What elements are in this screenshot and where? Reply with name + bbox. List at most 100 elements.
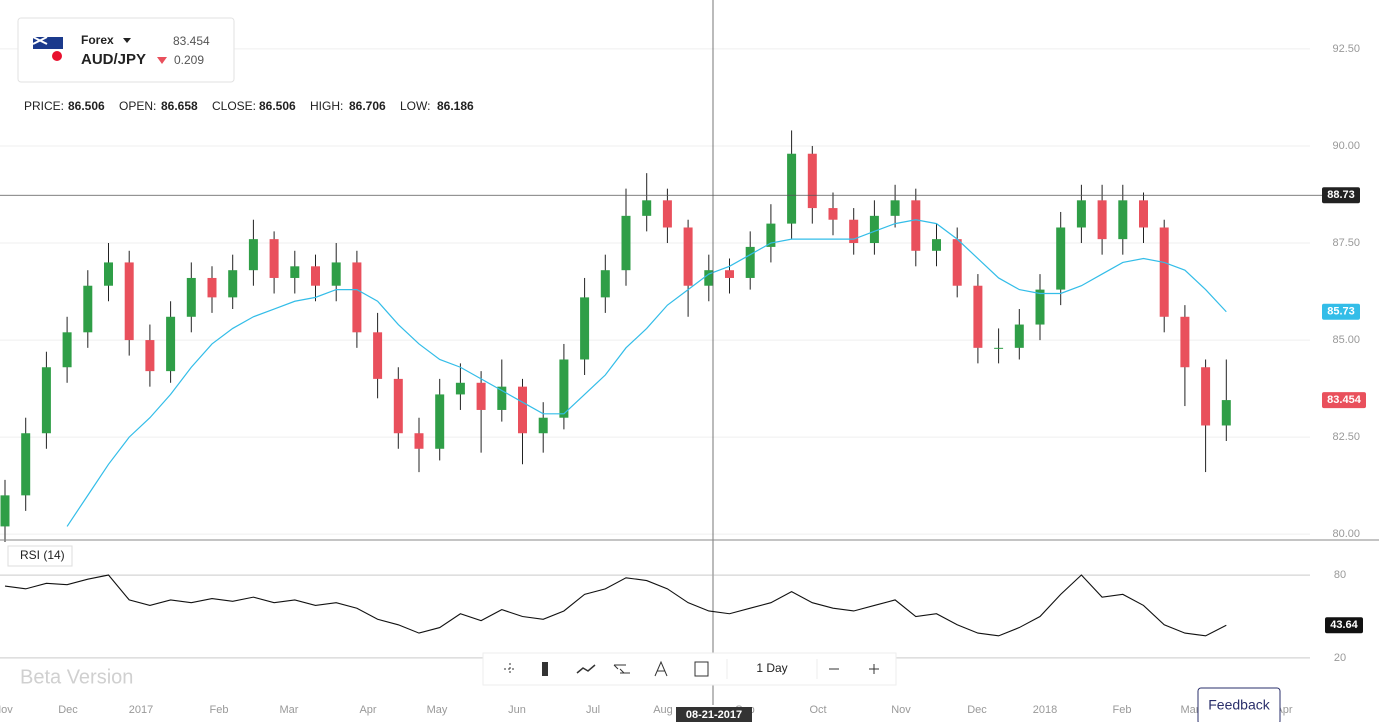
x-tick-label: Aug xyxy=(653,704,673,716)
candle-body xyxy=(849,219,859,244)
price-tag xyxy=(1322,303,1360,320)
candle-body xyxy=(580,297,590,360)
candle-body xyxy=(973,285,983,348)
rsi-line xyxy=(4,574,1227,637)
x-tick-label: Dec xyxy=(967,704,987,716)
symbol-card[interactable] xyxy=(17,17,235,83)
candle-body xyxy=(166,316,176,372)
candle-body xyxy=(787,153,797,224)
candle-body xyxy=(890,200,900,216)
feedback-label: Feedback xyxy=(1208,697,1270,713)
market: Forex xyxy=(81,33,114,47)
candle-body xyxy=(869,215,879,244)
stats: PRICE: 86.506 OPEN: 86.658 CLOSE: 86.506 HIGH:… xyxy=(24,99,474,113)
zoom-in[interactable] xyxy=(869,664,879,674)
candle-body xyxy=(248,239,258,271)
candle-body xyxy=(952,239,962,286)
y-tick-label: 90.00 xyxy=(1332,140,1360,152)
x-tick-label: Dec xyxy=(58,704,78,716)
candle-body xyxy=(228,270,238,298)
dropdown-icon[interactable] xyxy=(123,38,131,43)
candle-body xyxy=(683,227,693,286)
interval[interactable]: 1 Day xyxy=(756,661,787,675)
candle-body xyxy=(455,382,465,395)
indicator-label: RSI (14) xyxy=(20,548,65,562)
x-tick-label: Mar xyxy=(1181,704,1200,716)
candle-tool[interactable] xyxy=(542,662,548,676)
candle-body xyxy=(1014,324,1024,348)
candle-body xyxy=(911,200,921,251)
candle-body xyxy=(807,153,817,209)
x-tick-label: Feb xyxy=(210,704,229,716)
candle-body xyxy=(1076,200,1086,228)
price-tag xyxy=(1322,187,1360,204)
x-tick-label: Apr xyxy=(359,704,376,716)
date-tag xyxy=(676,707,752,722)
candle-body xyxy=(373,332,383,379)
price-tag-label: 85.73 xyxy=(1327,306,1355,318)
candle-body xyxy=(518,386,527,434)
moving-average xyxy=(66,219,1227,527)
y-tick-label: 85.00 xyxy=(1332,334,1360,346)
x-tick-label: Jul xyxy=(586,704,600,716)
x-tick-label: Nov xyxy=(0,704,13,716)
candle-body xyxy=(290,266,300,278)
price-tag xyxy=(1322,392,1366,409)
x-tick-label: May xyxy=(427,704,448,716)
stat-label: CLOSE: xyxy=(212,99,256,113)
candle-body xyxy=(1221,400,1231,426)
header-change: 0.209 xyxy=(174,53,204,67)
candle-body xyxy=(124,262,134,341)
candle-body xyxy=(828,208,838,220)
stat-value: 86.658 xyxy=(161,99,198,113)
candle-body xyxy=(0,495,10,527)
indicator-box[interactable] xyxy=(7,545,73,567)
candle-body xyxy=(642,200,652,216)
y-tick-label: 92.50 xyxy=(1332,43,1360,55)
candle-body xyxy=(104,262,113,286)
x-tick-label: Feb xyxy=(1113,704,1132,716)
stat-label: HIGH: xyxy=(310,99,343,113)
price-tag-label: 83.454 xyxy=(1327,394,1362,406)
candle-body xyxy=(538,417,548,434)
header-price: 83.454 xyxy=(173,34,210,48)
compare-tool[interactable] xyxy=(613,664,630,674)
candle-body xyxy=(311,266,320,286)
candle-body xyxy=(414,433,424,449)
candle-body xyxy=(745,246,755,278)
indicator-tool[interactable] xyxy=(694,661,709,677)
x-tick-label: Oct xyxy=(809,704,826,716)
candle-body xyxy=(476,382,486,410)
candle-body xyxy=(600,270,610,298)
x-tick-label: Nov xyxy=(891,704,911,716)
candle-body xyxy=(83,285,93,333)
draw-tool[interactable] xyxy=(654,660,668,677)
candle-body xyxy=(497,386,507,410)
candle-body xyxy=(207,277,217,298)
symbol: AUD/JPY xyxy=(81,51,146,68)
candle-body xyxy=(1180,316,1190,368)
candle-body xyxy=(435,394,445,449)
candle-body xyxy=(994,347,1004,349)
candle-body xyxy=(41,367,51,434)
candle-body xyxy=(62,332,72,368)
x-tick-label: 2017 xyxy=(129,704,153,716)
down-icon xyxy=(157,57,167,64)
line-tool[interactable] xyxy=(576,664,596,674)
candle-body xyxy=(352,262,362,333)
candle-body xyxy=(662,200,672,228)
stat-value: 86.506 xyxy=(68,99,105,113)
candle-body xyxy=(331,262,341,286)
watermark: Beta Version xyxy=(20,666,133,688)
stat-label: LOW: xyxy=(400,99,430,113)
rsi-tick-label: 80 xyxy=(1334,569,1346,581)
candle-body xyxy=(725,270,734,278)
stat-label: OPEN: xyxy=(119,99,156,113)
toolbar: 1 Day xyxy=(482,652,897,686)
crosshair-tool[interactable] xyxy=(504,663,516,675)
stat-label: PRICE: xyxy=(24,99,64,113)
candle-body xyxy=(269,239,279,278)
date-tag-label: 08-21-2017 xyxy=(686,709,742,721)
candle-body xyxy=(932,239,941,251)
